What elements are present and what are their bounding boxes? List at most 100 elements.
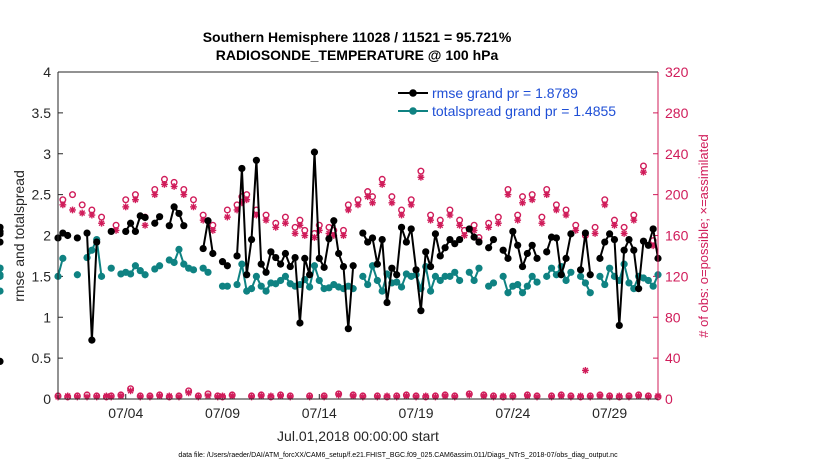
- rmse-point: [606, 230, 614, 238]
- obs-possible-marker: [223, 206, 231, 214]
- rmse-point: [426, 262, 435, 271]
- x-tick-label: 07/19: [399, 405, 434, 421]
- obs-assimilated-marker: [344, 206, 352, 214]
- totalspread-point: [489, 279, 498, 287]
- y-tick-label: 1.5: [32, 268, 52, 284]
- obs-possible-marker: [78, 201, 86, 209]
- totalspread-point: [581, 279, 590, 287]
- rmse-point: [596, 254, 604, 262]
- obs-assimilated-marker: [591, 230, 599, 237]
- y-right-tick-label: 240: [665, 146, 689, 162]
- obs-assimilated-marker: [402, 392, 410, 400]
- rmse-point: [397, 223, 406, 231]
- chart-title-line-2: RADIOSONDE_TEMPERATURE @ 100 hPa: [216, 47, 499, 63]
- y-tick-label: 2: [43, 228, 51, 244]
- obs-assimilated-marker: [117, 392, 125, 400]
- obs-assimilated-marker: [383, 392, 391, 400]
- rmse-point: [518, 262, 527, 271]
- y-tick-label: 3: [43, 146, 51, 162]
- totalspread-point: [431, 272, 440, 280]
- rmse-point: [156, 213, 164, 221]
- rmse-point: [296, 319, 304, 327]
- rmse-point: [262, 268, 270, 276]
- y-right-tick-label: 120: [665, 268, 689, 284]
- rmse-point: [272, 253, 280, 262]
- totalspread-point: [596, 272, 604, 280]
- totalspread-point: [523, 282, 531, 290]
- obs-assimilated-marker: [127, 387, 134, 395]
- y-right-tick-label: 200: [665, 187, 689, 203]
- rmse-point: [639, 237, 648, 245]
- obs-assimilated-marker: [161, 181, 168, 188]
- rmse-point: [499, 246, 507, 254]
- rmse-point: [576, 266, 585, 274]
- totalspread-point: [625, 279, 633, 287]
- obs-assimilated-marker: [635, 392, 643, 400]
- totalspread-point: [0, 264, 4, 272]
- rmse-point: [335, 249, 343, 258]
- totalspread-point: [73, 271, 81, 279]
- obs-assimilated-marker: [335, 391, 343, 399]
- obs-assimilated-marker: [311, 234, 318, 241]
- rmse-point: [610, 235, 619, 244]
- totalspread-point: [547, 264, 556, 272]
- y-right-tick-label: 80: [665, 309, 681, 325]
- rmse-point: [615, 321, 623, 330]
- obs-assimilated-marker: [190, 203, 197, 211]
- totalspread-point: [528, 272, 536, 280]
- rmse-point: [422, 248, 430, 256]
- totalspread-point: [175, 245, 183, 253]
- obs-assimilated-marker: [446, 211, 454, 219]
- data-file-footer: data file: /Users/raeder/DAI/ATM_forcXX/…: [178, 452, 618, 459]
- rmse-point: [543, 248, 551, 256]
- rmse-point: [431, 230, 440, 238]
- totalspread-point: [649, 282, 657, 290]
- totalspread-point: [601, 280, 609, 289]
- obs-assimilated-marker: [519, 199, 526, 207]
- totalspread-point: [126, 270, 135, 278]
- obs-assimilated-marker: [301, 232, 309, 239]
- obs-assimilated-marker: [291, 230, 299, 237]
- totalspread-point: [0, 272, 4, 280]
- obs-assimilated-marker: [557, 392, 565, 400]
- y-tick-label: 3.5: [32, 105, 52, 121]
- obs-assimilated-marker: [538, 219, 546, 227]
- rmse-point: [528, 241, 536, 249]
- totalspread-point: [606, 264, 614, 272]
- y-right-tick-label: 40: [665, 350, 681, 366]
- obs-assimilated-marker: [228, 392, 236, 400]
- chart-title-line-1: Southern Hemisphere 11028 / 11521 = 95.7…: [203, 29, 512, 45]
- rmse-point: [223, 262, 231, 270]
- obs-assimilated-marker: [480, 392, 488, 400]
- rmse-point: [436, 252, 444, 260]
- obs-assimilated-marker: [272, 223, 280, 231]
- rmse-point: [523, 249, 531, 258]
- totalspread-point: [223, 282, 231, 290]
- obs-assimilated-marker: [243, 196, 251, 204]
- rmse-point: [388, 264, 396, 272]
- rmse-point: [635, 285, 643, 293]
- obs-assimilated-marker: [456, 221, 464, 229]
- rmse-point: [330, 217, 338, 225]
- rmse-point: [649, 225, 657, 233]
- totalspread-point: [262, 287, 270, 295]
- totalspread-point: [131, 262, 140, 270]
- y-tick-label: 0.5: [32, 350, 52, 366]
- rmse-point: [465, 225, 473, 233]
- totalspread-point: [514, 280, 522, 289]
- obs-assimilated-marker: [611, 221, 618, 229]
- obs-assimilated-marker: [378, 181, 386, 188]
- rmse-point: [64, 231, 72, 240]
- totalspread-point: [451, 268, 459, 276]
- obs-assimilated-marker: [640, 168, 647, 176]
- obs-assimilated-marker: [223, 213, 231, 221]
- obs-assimilated-marker: [141, 221, 149, 229]
- obs-assimilated-marker: [185, 389, 193, 397]
- rmse-point: [0, 223, 4, 231]
- rmse-point: [625, 235, 633, 244]
- obs-assimilated-marker: [122, 203, 130, 211]
- totalspread-point: [136, 267, 144, 275]
- rmse-point: [344, 325, 352, 333]
- obs-assimilated-marker: [282, 219, 289, 227]
- totalspread-point: [252, 272, 260, 280]
